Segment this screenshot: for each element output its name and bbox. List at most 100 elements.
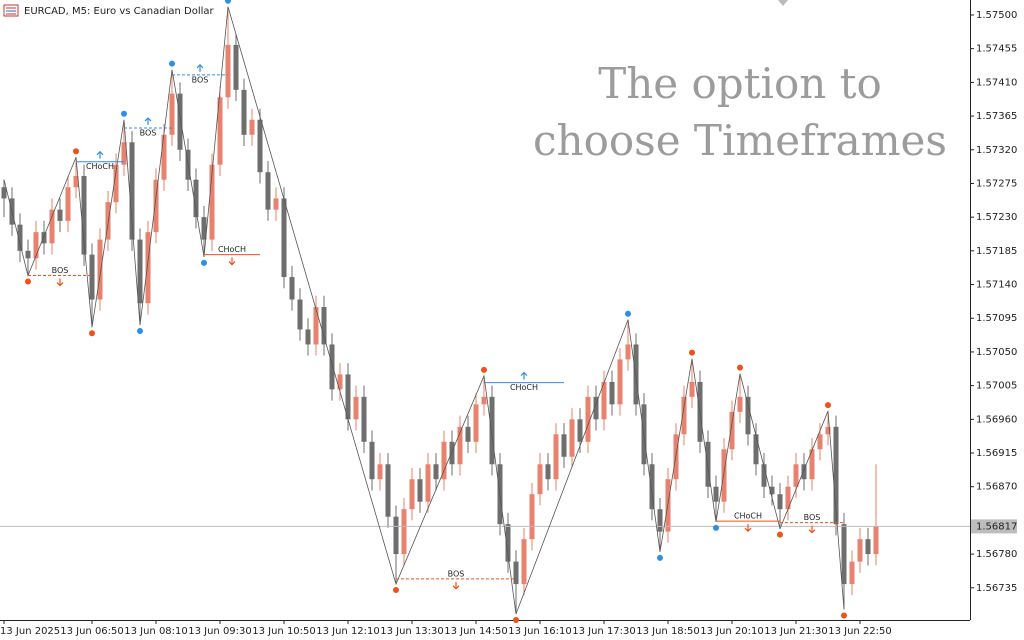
candle-body bbox=[273, 198, 279, 210]
candle-body bbox=[433, 464, 439, 480]
candle-body bbox=[849, 561, 855, 585]
candle-body bbox=[353, 396, 359, 420]
candle-body bbox=[625, 344, 631, 360]
structure-label: BOS bbox=[448, 569, 465, 578]
candle-body bbox=[217, 97, 223, 165]
candle-body bbox=[137, 239, 143, 304]
x-tick-label: 13 Jun 2025 bbox=[0, 626, 60, 637]
pivot-dot bbox=[201, 259, 207, 266]
candle-body bbox=[833, 426, 839, 525]
candle-body bbox=[249, 119, 255, 135]
candle-body bbox=[153, 179, 159, 233]
structure-arrow bbox=[744, 524, 752, 533]
pivot-dot bbox=[169, 60, 175, 67]
candle-body bbox=[793, 464, 799, 487]
candle-body bbox=[521, 539, 527, 585]
y-tick-label: 1.56915 bbox=[976, 448, 1017, 459]
structure-arrow bbox=[96, 150, 104, 159]
candle-body bbox=[769, 486, 775, 495]
overlay-text: The option to bbox=[598, 59, 882, 108]
pivot-dot bbox=[121, 110, 127, 117]
candle-body bbox=[489, 396, 495, 465]
structure-arrow bbox=[228, 257, 236, 266]
candle-body bbox=[537, 464, 543, 495]
candle-body bbox=[97, 239, 103, 300]
candle-body bbox=[73, 175, 79, 188]
candle-body bbox=[113, 164, 119, 203]
structure-label: BOS bbox=[140, 129, 157, 138]
candle-body bbox=[265, 172, 271, 210]
candle-body bbox=[721, 449, 727, 502]
bid-label-bg bbox=[971, 519, 1017, 534]
y-tick-label: 1.57455 bbox=[976, 44, 1017, 55]
pivot-dot bbox=[481, 366, 487, 373]
structure-label: BOS bbox=[192, 75, 209, 84]
pivot-dot bbox=[625, 310, 631, 317]
candle-body bbox=[865, 539, 871, 555]
candle-body bbox=[209, 164, 215, 240]
candle-body bbox=[377, 464, 383, 480]
candle-body bbox=[729, 411, 735, 450]
candle-body bbox=[777, 494, 783, 510]
chart-title: EURCAD, M5: Euro vs Canadian Dollar bbox=[24, 6, 215, 17]
candle-body bbox=[177, 93, 183, 150]
pivot-dot bbox=[137, 327, 143, 334]
candle-body bbox=[713, 486, 719, 502]
candle-body bbox=[241, 89, 247, 135]
pivot-dot bbox=[225, 0, 231, 4]
overlay-text: choose Timeframes bbox=[533, 116, 947, 165]
x-tick-label: 13 Jun 21:30 bbox=[764, 626, 828, 637]
x-tick-label: 13 Jun 12:10 bbox=[316, 626, 380, 637]
candle-body bbox=[785, 486, 791, 510]
candle-body bbox=[569, 419, 575, 457]
x-tick-label: 13 Jun 06:50 bbox=[60, 626, 124, 637]
structure-label: CHoCH bbox=[86, 162, 114, 171]
candle-body bbox=[825, 426, 831, 435]
pivot-dot bbox=[737, 364, 743, 371]
candle-body bbox=[361, 396, 367, 442]
candle-body bbox=[801, 464, 807, 480]
candle-body bbox=[1, 187, 7, 199]
candle-body bbox=[529, 494, 535, 540]
structure-label: CHoCH bbox=[510, 383, 538, 392]
candle-body bbox=[609, 381, 615, 405]
candle-body bbox=[369, 441, 375, 480]
y-tick-label: 1.57095 bbox=[976, 313, 1017, 324]
candle-body bbox=[457, 426, 463, 465]
candle-body bbox=[313, 307, 319, 345]
candle-body bbox=[465, 426, 471, 442]
candle-body bbox=[257, 119, 263, 173]
y-tick-label: 1.57365 bbox=[976, 111, 1017, 122]
candle-body bbox=[81, 175, 87, 255]
candle-body bbox=[297, 299, 303, 330]
candle-body bbox=[305, 329, 311, 345]
candle-body bbox=[841, 524, 847, 585]
candle-body bbox=[225, 44, 231, 98]
candle-body bbox=[329, 344, 335, 390]
x-tick-label: 13 Jun 09:30 bbox=[188, 626, 252, 637]
candle-body bbox=[745, 396, 751, 435]
candle-body bbox=[545, 464, 551, 480]
candle-body bbox=[201, 217, 207, 240]
candle-body bbox=[681, 396, 687, 435]
candle-body bbox=[585, 396, 591, 442]
candle-body bbox=[505, 524, 511, 562]
candle-body bbox=[705, 441, 711, 487]
y-tick-label: 1.57230 bbox=[976, 212, 1017, 223]
pivot-dot bbox=[513, 617, 519, 624]
y-tick-label: 1.57500 bbox=[976, 10, 1017, 21]
candle-body bbox=[25, 250, 31, 259]
candle-body bbox=[417, 479, 423, 502]
candle-body bbox=[33, 232, 39, 259]
candle-body bbox=[817, 434, 823, 450]
candle-body bbox=[593, 396, 599, 420]
candle-body bbox=[281, 198, 287, 278]
scroll-marker bbox=[778, 0, 788, 6]
candle-body bbox=[169, 93, 175, 135]
pivot-dot bbox=[825, 402, 831, 409]
x-tick-label: 13 Jun 17:30 bbox=[572, 626, 636, 637]
x-tick-label: 13 Jun 18:50 bbox=[636, 626, 700, 637]
candle-body bbox=[633, 344, 639, 405]
